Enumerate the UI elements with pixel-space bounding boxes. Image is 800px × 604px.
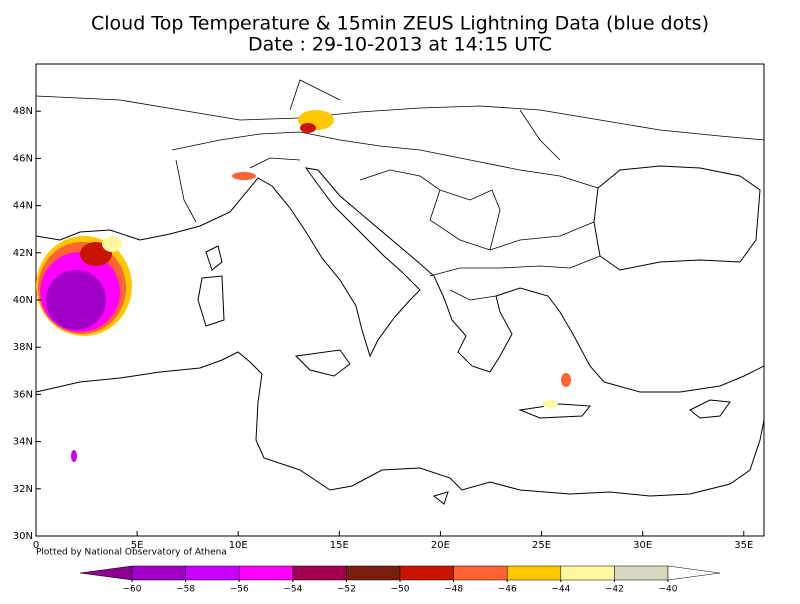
colorbar-box xyxy=(614,565,669,581)
colorbar-label: −48 xyxy=(444,585,463,595)
x-tick-label: 30E xyxy=(633,540,652,551)
colorbar-label: −56 xyxy=(230,585,249,595)
colorbar-label: −40 xyxy=(659,585,678,595)
x-tick-label: 0 xyxy=(33,540,39,551)
y-tick-label: 46N xyxy=(13,153,33,164)
y-tick-label: 42N xyxy=(13,248,33,259)
colorbar-box xyxy=(399,565,454,581)
y-tick-label: 38N xyxy=(13,342,33,353)
cloud-areas xyxy=(36,110,571,462)
y-tick-label: 44N xyxy=(13,201,33,212)
title: Cloud Top Temperature & 15min ZEUS Light… xyxy=(91,13,709,35)
borders xyxy=(35,79,765,301)
colorbar-label: −44 xyxy=(551,585,570,595)
map-frame xyxy=(35,63,765,537)
x-tick-label: 25E xyxy=(532,540,551,551)
colorbar-box xyxy=(560,565,615,581)
subtitle: Date : 29-10-2013 at 14:15 UTC xyxy=(248,34,552,56)
y-tick-label: 36N xyxy=(13,389,33,400)
x-tick-label: 35E xyxy=(734,540,753,551)
colorbar-label: −54 xyxy=(283,585,302,595)
coastlines xyxy=(35,165,765,505)
colorbar-end xyxy=(667,565,721,581)
colorbar-label: −46 xyxy=(498,585,517,595)
colorbar-box xyxy=(346,565,401,581)
colorbar-label: −50 xyxy=(391,585,410,595)
x-tick-label: 20E xyxy=(431,540,450,551)
y-tick-label: 40N xyxy=(13,295,33,306)
colorbar-label: −52 xyxy=(337,585,356,595)
colorbar-label: −58 xyxy=(176,585,195,595)
colorbar-label: −42 xyxy=(605,585,624,595)
colorbar-box xyxy=(453,565,508,581)
colorbar-box xyxy=(131,565,186,581)
colorbar-box xyxy=(185,565,240,581)
colorbar-box xyxy=(506,565,562,581)
x-tick-label: 10E xyxy=(229,540,248,551)
y-tick-label: 30N xyxy=(13,531,33,542)
colorbar-box xyxy=(292,565,347,581)
x-tick-label: 5E xyxy=(131,540,144,551)
colorbar-label: −60 xyxy=(123,585,142,595)
y-tick-label: 48N xyxy=(13,106,33,117)
colorbar-box xyxy=(238,565,294,581)
x-tick-label: 15E xyxy=(330,540,349,551)
y-tick-label: 32N xyxy=(13,484,33,495)
y-tick-label: 34N xyxy=(13,437,33,448)
credit: Plotted by National Observatory of Athen… xyxy=(36,548,227,558)
colorbar-end xyxy=(79,565,133,581)
